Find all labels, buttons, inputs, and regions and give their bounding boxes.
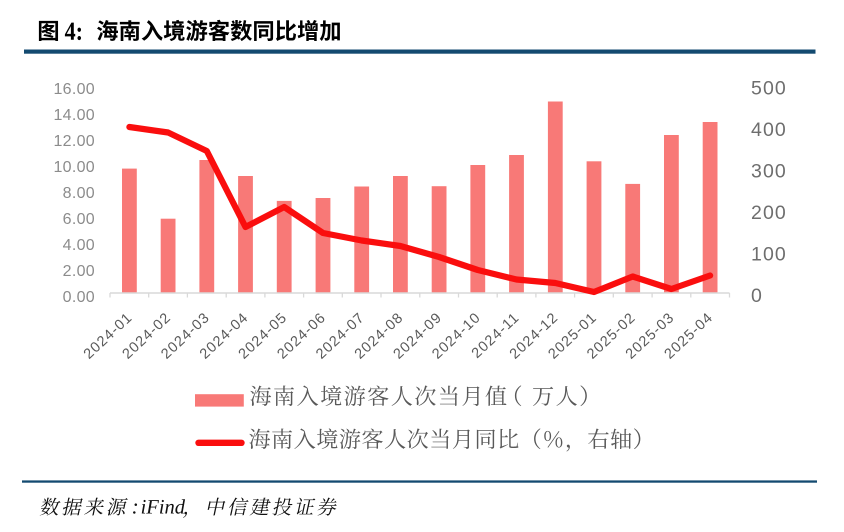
svg-text:300: 300 (751, 161, 787, 183)
svg-text:16.00: 16.00 (53, 81, 95, 98)
svg-text:100: 100 (751, 244, 787, 266)
svg-text:2.00: 2.00 (63, 263, 95, 280)
svg-text:8.00: 8.00 (63, 185, 95, 202)
svg-text:0.00: 0.00 (63, 289, 95, 306)
svg-text:12.00: 12.00 (53, 133, 95, 150)
svg-text:0: 0 (751, 285, 763, 307)
svg-text:14.00: 14.00 (53, 107, 95, 124)
svg-text:400: 400 (751, 119, 787, 141)
svg-text:200: 200 (751, 202, 787, 224)
svg-text:4.00: 4.00 (63, 237, 95, 254)
svg-text:500: 500 (751, 78, 787, 100)
svg-text:6.00: 6.00 (63, 211, 95, 228)
svg-text:10.00: 10.00 (53, 159, 95, 176)
